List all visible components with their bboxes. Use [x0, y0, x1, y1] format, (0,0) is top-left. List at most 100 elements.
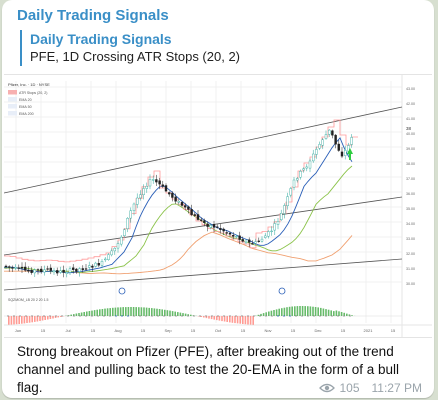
candle-body: [215, 226, 219, 228]
oscillator-bar: [252, 316, 254, 325]
candle-body: [344, 150, 347, 156]
oscillator-bar: [127, 307, 130, 316]
x-tick-label: Aug: [114, 328, 121, 333]
squeeze-dot: [265, 315, 267, 317]
candle-body: [40, 268, 43, 272]
candle-body: [17, 267, 21, 269]
candle-body: [87, 265, 91, 268]
sender-name[interactable]: Daily Trading Signals: [17, 7, 169, 24]
oscillator-bar: [161, 309, 163, 316]
candle-body: [267, 231, 270, 237]
oscillator-bar: [242, 316, 244, 324]
candle-body: [20, 266, 24, 269]
candle-body: [43, 269, 46, 273]
oscillator-bar: [114, 307, 117, 316]
candle-body: [321, 139, 324, 146]
candle-body: [113, 247, 117, 252]
oscillator-bar: [182, 313, 184, 316]
squeeze-dot: [145, 315, 147, 317]
candle-body: [174, 196, 177, 202]
chart-image[interactable]: 43.00 42.00 41.00 40.00 39.00 38.00 37.00 36.00…: [4, 74, 432, 338]
oscillator-bar: [226, 316, 228, 322]
candle-body: [84, 268, 88, 270]
squeeze-dot: [49, 315, 51, 317]
x-tick-label: Nov: [264, 328, 271, 333]
oscillator-bar: [296, 306, 299, 316]
candle-body: [11, 267, 14, 269]
oscillator-bar: [304, 306, 306, 316]
oscillator-bar: [73, 314, 75, 316]
squeeze-dot: [193, 315, 195, 317]
reply-quote[interactable]: Daily Trading Signals PFE, 1D Crossing A…: [20, 30, 410, 66]
candle-body: [318, 144, 321, 149]
squeeze-dot: [349, 315, 351, 317]
oscillator-bar: [335, 310, 338, 316]
candle-body: [299, 170, 302, 178]
oscillator-bar: [49, 316, 52, 319]
oscillator-bar: [187, 314, 189, 316]
candle-body: [49, 267, 52, 271]
oscillator-bar: [265, 312, 267, 316]
candle-body: [27, 269, 30, 272]
oscillator-bar: [273, 310, 275, 316]
squeeze-dot: [295, 315, 297, 317]
squeeze-dot: [301, 315, 303, 317]
squeeze-dot: [343, 315, 345, 317]
candle-body: [203, 220, 206, 224]
legend-label: EMA 50: [19, 105, 32, 109]
oscillator-bar: [83, 312, 85, 316]
candle-body: [158, 180, 161, 185]
x-tick-label: 15: [91, 328, 96, 333]
oscillator-bar: [200, 316, 202, 317]
oscillator-bar: [10, 316, 13, 325]
buy-signal-stem: [349, 154, 351, 160]
oscillator-bar: [15, 316, 18, 325]
squeeze-dot: [283, 315, 285, 317]
squeeze-dot: [73, 315, 75, 317]
oscillator-bar: [236, 316, 239, 324]
squeeze-dot: [229, 315, 231, 317]
x-tick-label: Dec: [314, 328, 321, 333]
oscillator-bar: [338, 311, 340, 316]
oscillator-bar: [158, 309, 161, 316]
oscillator-bar: [99, 309, 101, 316]
candle-body: [235, 235, 238, 238]
squeeze-dot: [127, 315, 129, 317]
oscillator-bar: [91, 310, 93, 316]
candle-body: [199, 219, 203, 221]
oscillator-bar: [106, 308, 109, 316]
oscillator-bar: [143, 307, 145, 316]
squeeze-dot: [133, 315, 135, 317]
oscillator-bar: [340, 312, 343, 316]
trading-chart: 43.00 42.00 41.00 40.00 39.00 38.00 37.00 36.00…: [4, 75, 432, 337]
squeeze-dot: [37, 315, 39, 317]
oscillator-bar: [312, 306, 314, 316]
candle-body: [107, 254, 110, 261]
oscillator-bar: [67, 315, 70, 316]
x-tick-label: Jul: [65, 328, 70, 333]
oscillator-label: SQZMOM_LB 20 2 20 1.5: [8, 298, 49, 302]
views-count: 105: [339, 381, 360, 395]
squeeze-dot: [169, 315, 171, 317]
candle-body: [331, 130, 334, 136]
message-time: 11:27 PM: [371, 381, 422, 395]
candle-body: [308, 160, 312, 169]
oscillator-bar: [216, 316, 218, 321]
candle-body: [180, 202, 184, 206]
squeeze-dot: [79, 315, 81, 317]
oscillator-bar: [93, 310, 96, 316]
candle-body: [167, 192, 171, 195]
oscillator-bar: [153, 308, 156, 316]
candle-body: [187, 206, 190, 210]
oscillator-bar: [231, 316, 234, 323]
oscillator-bar: [41, 316, 44, 321]
oscillator-bar: [348, 314, 351, 316]
candle-body: [289, 188, 292, 196]
candle-body: [142, 188, 145, 196]
candle-body: [350, 137, 353, 145]
oscillator-bar: [109, 308, 111, 316]
oscillator-bar: [169, 310, 171, 316]
squeeze-dot: [199, 315, 201, 317]
candle-body: [219, 228, 222, 230]
candle-body: [251, 243, 254, 245]
